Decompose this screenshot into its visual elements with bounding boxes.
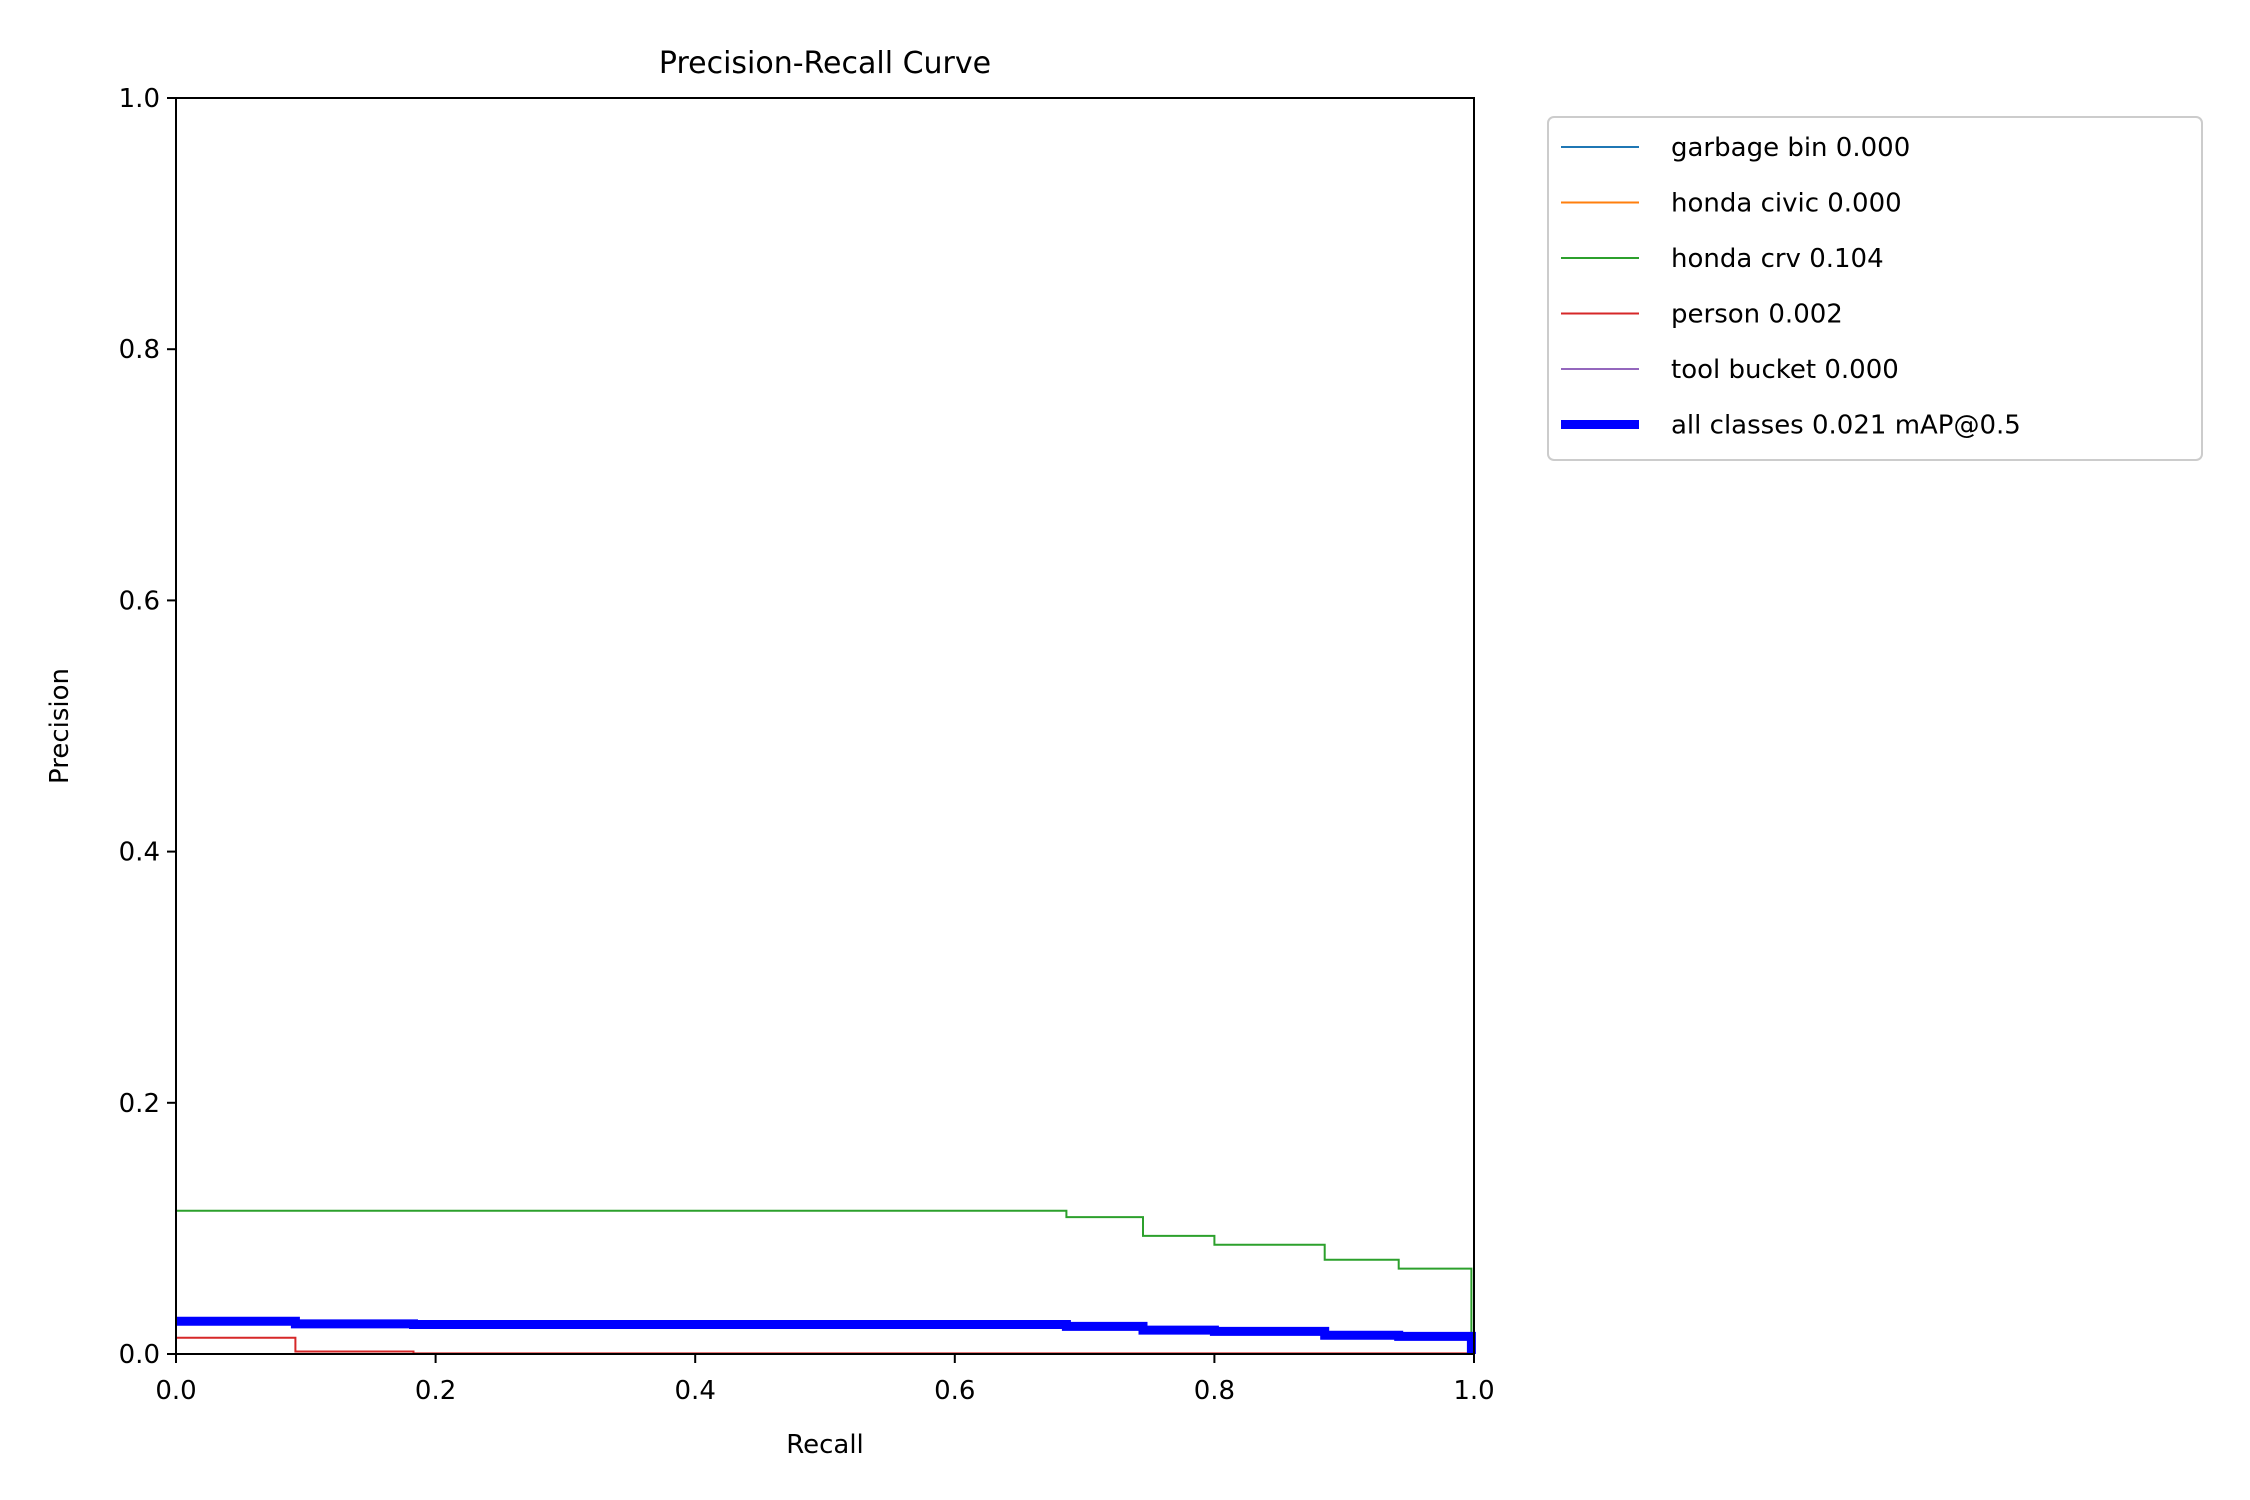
x-axis-ticks: 0.0 0.2 0.4 0.6 0.8 1.0 [155, 1354, 1495, 1406]
x-tick-label: 0.8 [1194, 1376, 1235, 1406]
x-tick-label: 0.0 [155, 1376, 196, 1406]
plot-frame [175, 97, 1475, 1355]
x-tick-label: 0.4 [675, 1376, 716, 1406]
legend-label-4: person 0.002 [1671, 300, 1843, 330]
y-tick-label: 0.0 [119, 1340, 160, 1370]
legend-label-3: honda crv 0.104 [1671, 244, 1884, 274]
y-tick-label: 0.4 [119, 838, 160, 868]
legend-label-2: honda civic 0.000 [1671, 189, 1902, 219]
x-tick-label: 0.6 [934, 1376, 975, 1406]
x-axis-label: Recall [786, 1430, 864, 1460]
legend: garbage bin 0.000 honda civic 0.000 honda … [1547, 116, 2203, 461]
x-tick-label: 1.0 [1453, 1376, 1494, 1406]
chart-title: Precision-Recall Curve [659, 46, 991, 81]
y-tick-label: 0.8 [119, 335, 160, 365]
y-tick-label: 0.6 [119, 586, 160, 616]
x-tick-label: 0.2 [415, 1376, 456, 1406]
y-axis-ticks: 0.0 0.2 0.4 0.6 0.8 1.0 [119, 84, 176, 1370]
y-tick-label: 0.2 [119, 1089, 160, 1119]
plot-area [176, 98, 1474, 1354]
legend-label-5: tool bucket 0.000 [1671, 355, 1899, 385]
series-line-3 [176, 1209, 1474, 1355]
y-tick-label: 1.0 [119, 84, 160, 114]
series-line-6 [176, 1316, 1476, 1354]
legend-label-1: garbage bin 0.000 [1671, 133, 1910, 163]
legend-frame [1547, 116, 2203, 461]
legend-label-6: all classes 0.021 mAP@0.5 [1671, 411, 2021, 441]
legend-items: garbage bin 0.000 honda civic 0.000 honda … [1561, 133, 2021, 441]
y-axis-label: Precision [45, 668, 75, 784]
